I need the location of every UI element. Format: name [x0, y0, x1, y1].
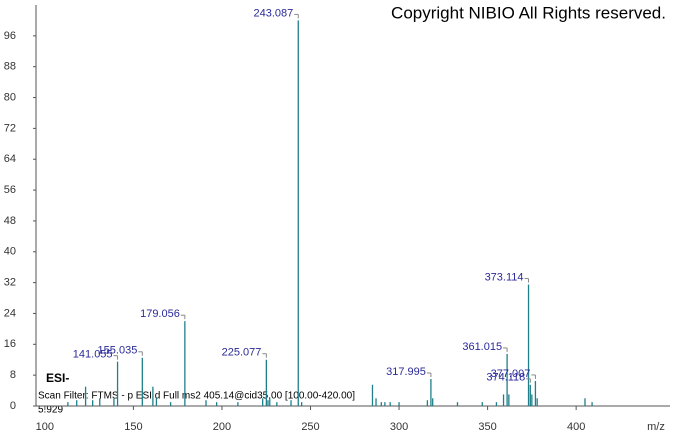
- y-tick-label: 16: [4, 338, 16, 350]
- peak-label: 155.035: [98, 345, 138, 357]
- chart-title: Copyright NIBIO All Rights reserved.: [391, 3, 666, 22]
- y-tick-label: 24: [4, 307, 16, 319]
- peak-label: 179.056: [140, 308, 180, 320]
- annotation: Scan Filter: FTMS - p ESI d Full ms2 405…: [38, 391, 355, 402]
- y-tick-label: 80: [4, 91, 16, 103]
- y-tick-label: 40: [4, 246, 16, 258]
- peak-label: 373.114: [485, 271, 524, 283]
- x-axis-label: m/z: [647, 421, 665, 433]
- x-tick-label: 250: [301, 421, 319, 433]
- y-tick-label: 96: [4, 30, 16, 42]
- peak-label: 377.007: [491, 368, 531, 380]
- y-tick-label: 72: [4, 122, 16, 134]
- x-tick-label: 150: [124, 421, 142, 433]
- peak-label: 141.055: [73, 349, 113, 361]
- y-tick-label: 0: [10, 400, 16, 412]
- peak-label: 317.995: [386, 366, 426, 378]
- x-tick-label: 200: [213, 421, 231, 433]
- y-tick-label: 88: [4, 61, 16, 73]
- annotation: 5.929: [38, 405, 63, 416]
- y-tick-label: 32: [4, 277, 16, 289]
- peak-label: 374.118: [486, 372, 525, 384]
- y-tick-label: 56: [4, 184, 16, 196]
- x-tick-label: 300: [390, 421, 408, 433]
- peak-label: 225.077: [222, 347, 262, 359]
- x-tick-label: 400: [567, 421, 585, 433]
- y-tick-label: 64: [4, 153, 16, 165]
- y-tick-label: 8: [10, 369, 16, 381]
- x-tick-label: 350: [478, 421, 496, 433]
- annotation: ESI-: [46, 371, 69, 385]
- x-tick-label: 100: [36, 421, 54, 433]
- y-tick-label: 48: [4, 215, 16, 227]
- peak-label: 361.015: [462, 341, 502, 353]
- peak-label: 243.087: [253, 7, 293, 19]
